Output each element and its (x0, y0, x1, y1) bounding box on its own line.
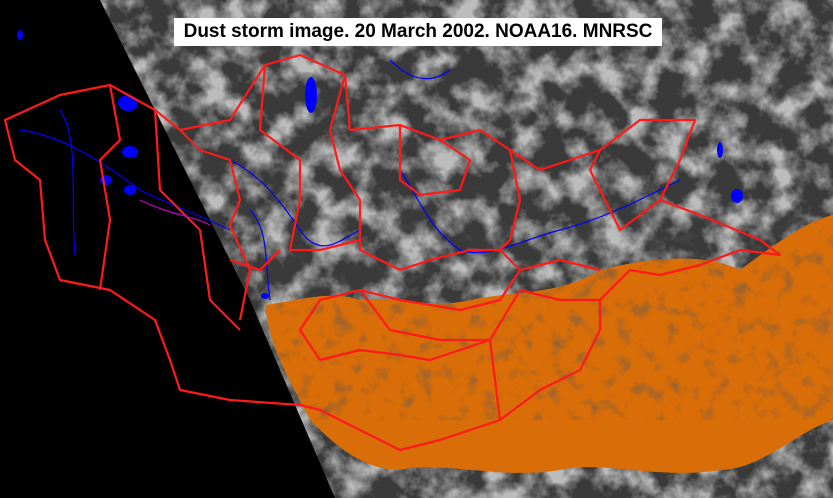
rivers (19, 59, 681, 301)
outer-border (3, 53, 782, 452)
lakes (17, 30, 743, 299)
map-title: Dust storm image. 20 March 2002. NOAA16.… (174, 18, 662, 46)
administrative-borders (3, 53, 782, 452)
international-border (139, 199, 211, 226)
